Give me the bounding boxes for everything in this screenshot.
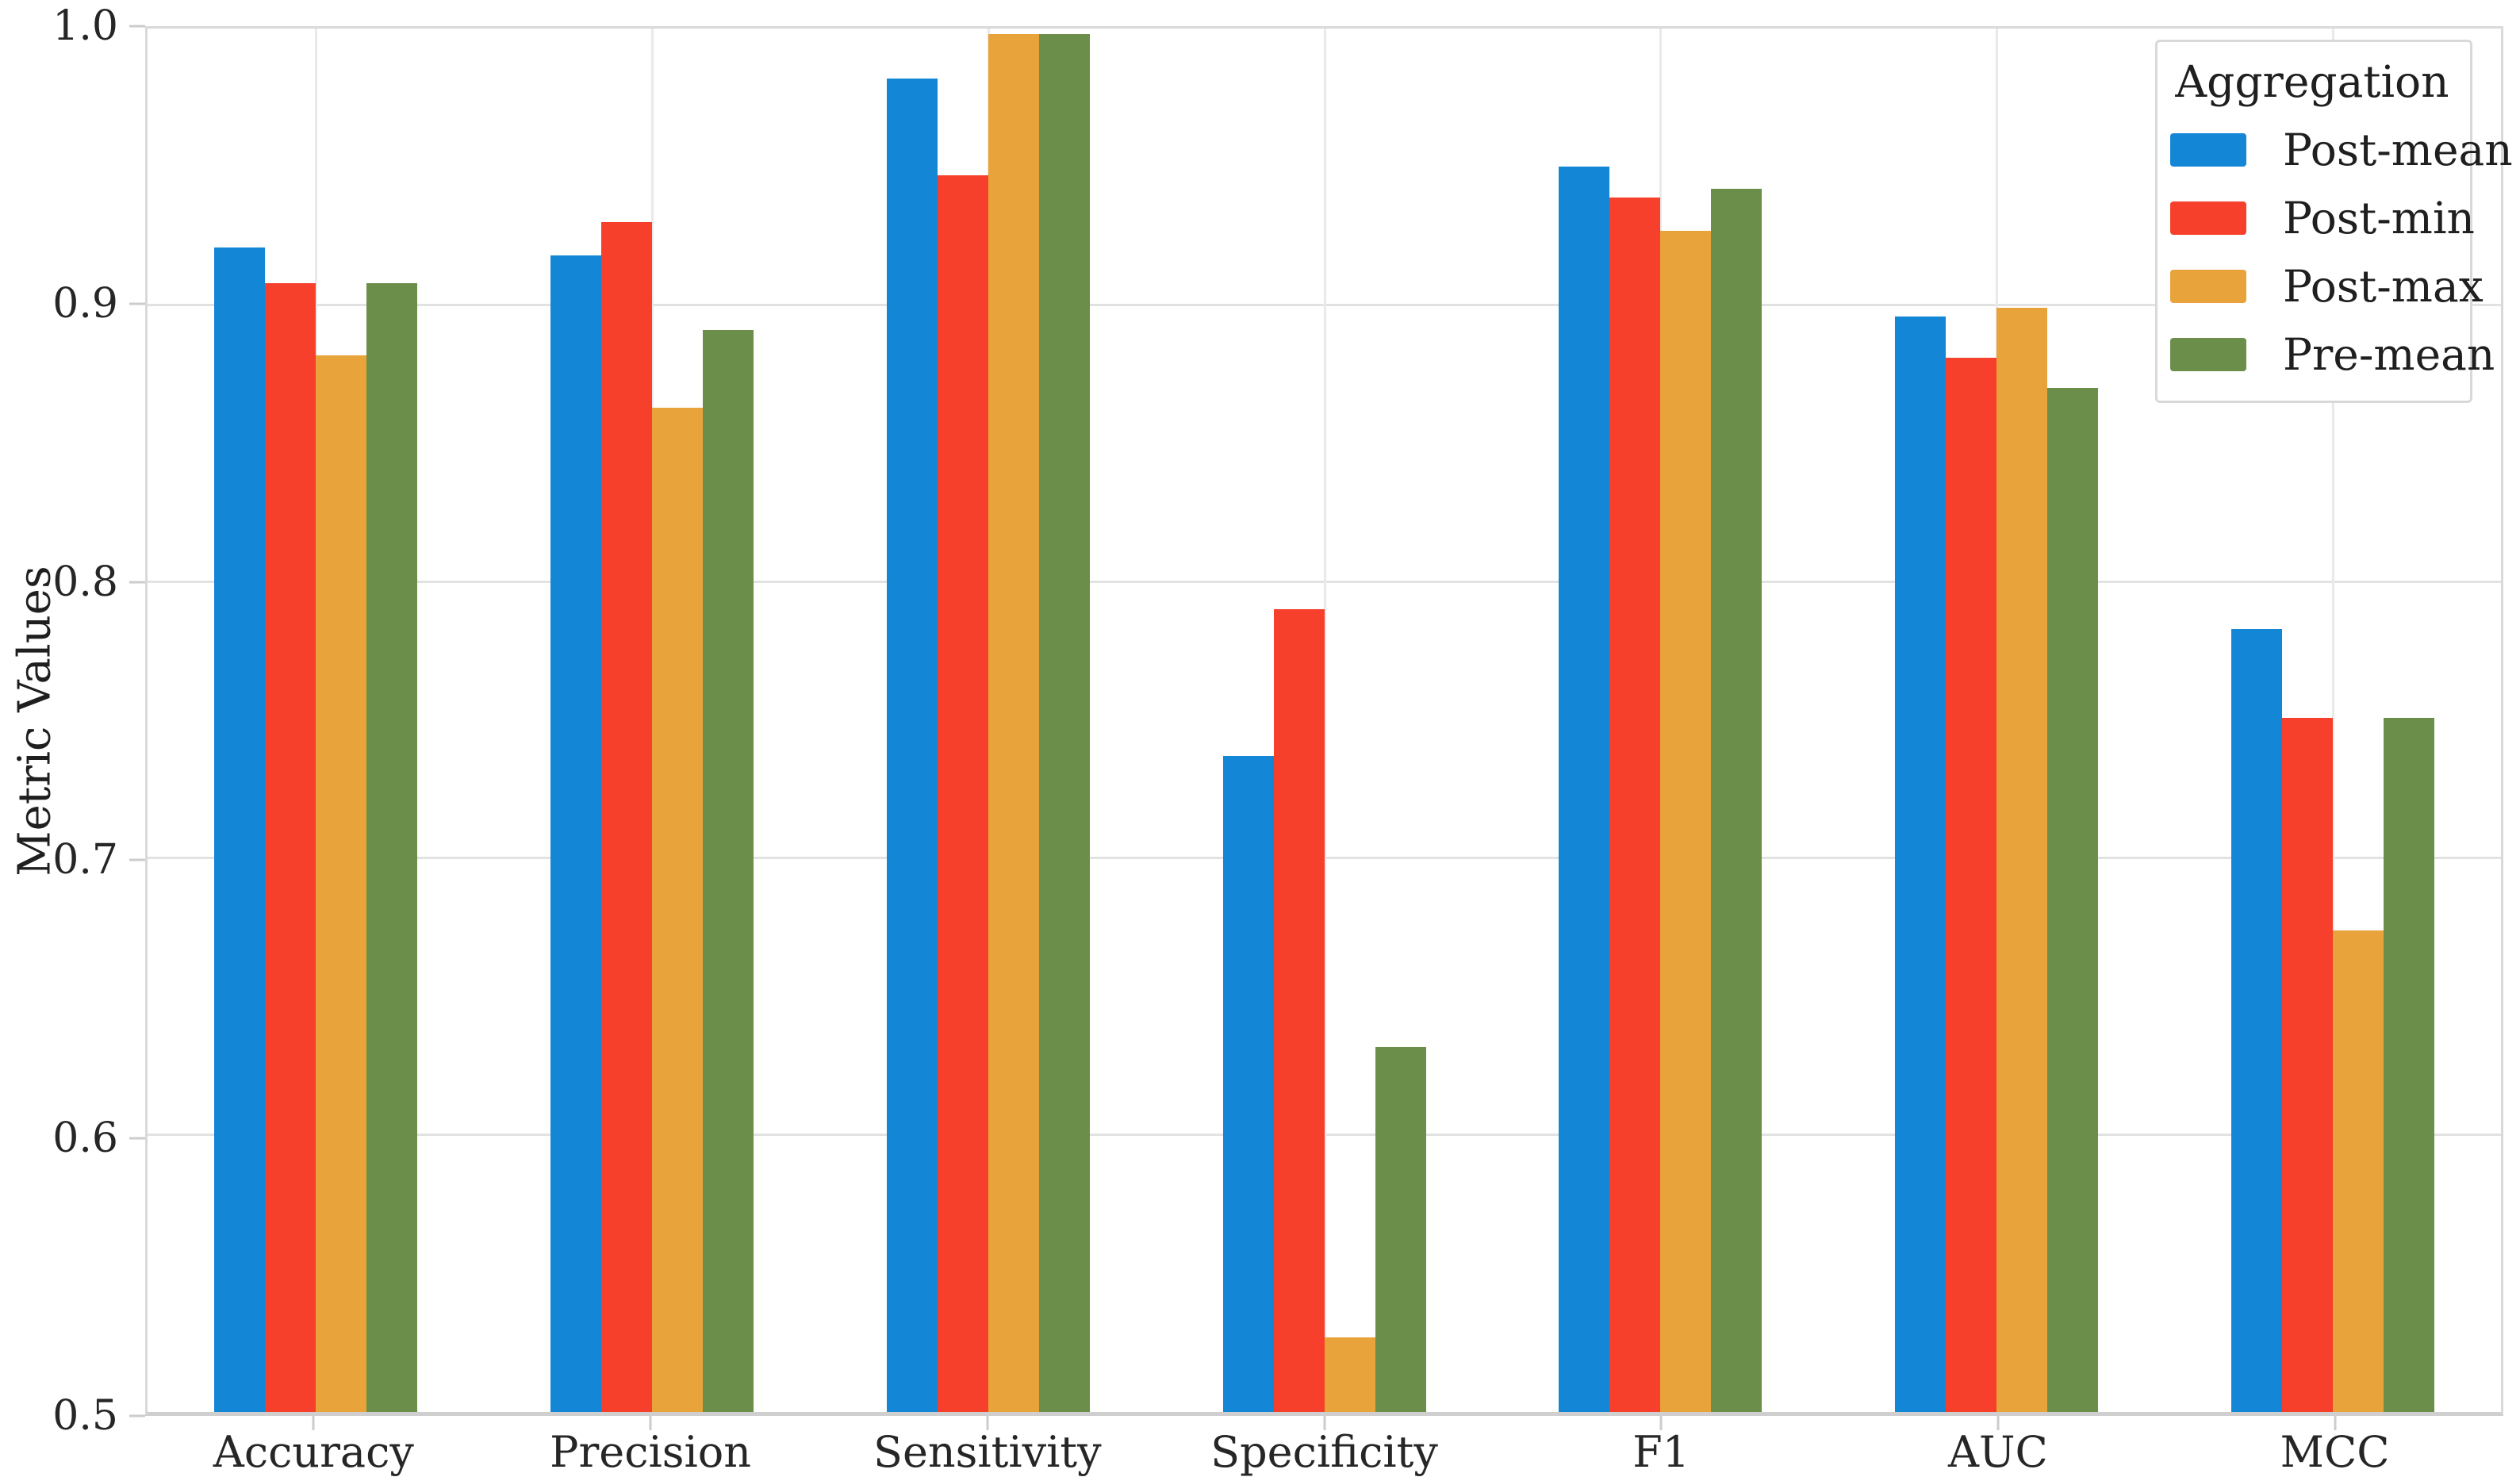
- bar-post-max-precision: [651, 407, 703, 1412]
- bar-pre-mean-accuracy: [366, 282, 417, 1412]
- bar-pre-mean-specificity: [1375, 1046, 1426, 1412]
- bar-post-min-sensitivity: [937, 175, 988, 1412]
- bar-pre-mean-auc: [2047, 388, 2099, 1412]
- x-tick-mark: [312, 1416, 315, 1430]
- legend-swatch-post-max: [2170, 270, 2246, 303]
- legend-title: Aggregation: [2175, 56, 2449, 107]
- legend: Aggregation Post-mean Post-min Post-max Pre…: [2155, 40, 2513, 403]
- legend-row: Post-min: [2170, 193, 2475, 244]
- bar-post-mean-specificity: [1222, 756, 1274, 1412]
- y-tick-mark: [129, 858, 145, 861]
- bar-post-mean-mcc: [2231, 628, 2283, 1412]
- x-tick-label-f1: F1: [1632, 1427, 1690, 1477]
- bar-post-max-accuracy: [315, 355, 366, 1412]
- bar-post-mean-sensitivity: [886, 78, 938, 1412]
- legend-swatch-pre-mean: [2170, 338, 2246, 371]
- y-tick-mark: [129, 1137, 145, 1140]
- x-tick-label-precision: Precision: [550, 1427, 752, 1477]
- bar-post-min-auc: [1946, 358, 1997, 1412]
- x-tick-mark: [2334, 1416, 2337, 1430]
- x-tick-label-mcc: MCC: [2280, 1427, 2390, 1477]
- legend-label: Post-max: [2283, 261, 2484, 312]
- x-tick-label-auc: AUC: [1948, 1427, 2048, 1477]
- bar-post-max-auc: [1996, 308, 2048, 1412]
- y-tick-label: 1.0: [52, 2, 118, 50]
- y-tick-mark: [129, 25, 145, 28]
- x-tick-mark: [1996, 1416, 2000, 1430]
- bar-post-max-f1: [1660, 230, 1712, 1412]
- bar-post-mean-accuracy: [213, 247, 265, 1412]
- legend-row: Post-mean: [2170, 125, 2513, 175]
- bar-post-min-precision: [600, 222, 652, 1412]
- x-tick-mark: [986, 1416, 989, 1430]
- bar-post-max-mcc: [2333, 930, 2384, 1412]
- legend-swatch-post-min: [2170, 201, 2246, 235]
- bar-post-max-sensitivity: [988, 33, 1039, 1412]
- legend-row: Pre-mean: [2170, 329, 2495, 380]
- y-axis: 0.5 0.6 0.7 0.8 0.9 1.0: [0, 2, 145, 1440]
- y-tick-label: 0.7: [52, 836, 118, 884]
- y-tick-label: 0.5: [52, 1392, 118, 1440]
- bar-post-min-specificity: [1273, 609, 1325, 1412]
- bar-post-mean-f1: [1559, 167, 1610, 1412]
- x-tick-mark: [1659, 1416, 1663, 1430]
- plot-area: [145, 26, 2503, 1416]
- bar-post-min-mcc: [2282, 717, 2334, 1412]
- bar-post-mean-auc: [1895, 316, 1947, 1412]
- v-gridline: [1323, 29, 1326, 1412]
- v-gridline: [2332, 29, 2335, 1412]
- bar-post-mean-precision: [550, 255, 601, 1412]
- y-tick-label: 0.8: [52, 558, 118, 606]
- bar-post-min-accuracy: [264, 282, 316, 1412]
- y-tick-mark: [129, 302, 145, 305]
- y-tick-label: 0.9: [52, 280, 118, 328]
- y-tick-mark: [129, 581, 145, 584]
- legend-items: Post-mean Post-min Post-max Pre-mean: [2170, 125, 2513, 380]
- legend-swatch-post-mean: [2170, 133, 2246, 167]
- bar-pre-mean-mcc: [2384, 717, 2435, 1412]
- legend-label: Pre-mean: [2283, 329, 2495, 380]
- x-axis: Accuracy Precision Sensitivity Specificity F…: [145, 1416, 2503, 1477]
- legend-row: Post-max: [2170, 261, 2484, 312]
- legend-label: Post-min: [2283, 193, 2475, 244]
- legend-label: Post-mean: [2283, 125, 2513, 175]
- bar-post-min-f1: [1609, 197, 1661, 1412]
- x-tick-label-sensitivity: Sensitivity: [873, 1427, 1102, 1477]
- y-tick-mark: [129, 1414, 145, 1418]
- x-tick-label-accuracy: Accuracy: [213, 1427, 414, 1477]
- bar-pre-mean-precision: [702, 330, 754, 1412]
- x-tick-mark: [1323, 1416, 1325, 1430]
- x-tick-label-specificity: Specificity: [1210, 1427, 1438, 1477]
- x-tick-mark: [649, 1416, 652, 1430]
- bar-pre-mean-f1: [1711, 189, 1762, 1412]
- y-tick-label: 0.6: [52, 1114, 118, 1162]
- bar-post-max-specificity: [1324, 1337, 1375, 1412]
- bar-pre-mean-sensitivity: [1038, 33, 1090, 1412]
